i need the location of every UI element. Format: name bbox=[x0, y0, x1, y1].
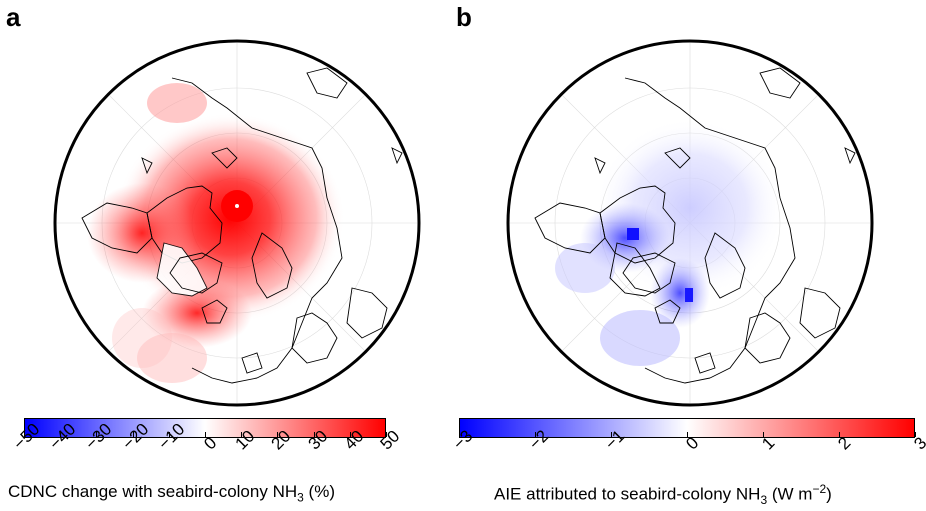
colorbar-tick-mark bbox=[313, 432, 315, 437]
colorbar-b-title-superscript: −2 bbox=[812, 482, 827, 496]
colorbar-b-title-subscript: 3 bbox=[760, 493, 768, 508]
panel-label-b: b bbox=[456, 2, 472, 32]
colorbar-tick-mark bbox=[839, 432, 840, 437]
colorbar-b bbox=[459, 418, 915, 438]
colorbar-a-title-text: CDNC change with seabird-colony NH bbox=[8, 482, 298, 501]
colorbar-b-title-close: ) bbox=[826, 484, 832, 504]
colorbar-tick-mark bbox=[763, 432, 764, 437]
colorbar-b-title-text: AIE attributed to seabird-colony NH bbox=[494, 484, 761, 504]
map-frame bbox=[506, 39, 874, 407]
colorbar-tick-mark bbox=[241, 432, 243, 437]
colorbar-tick-mark bbox=[535, 432, 536, 437]
polar-map-a bbox=[53, 39, 421, 407]
colorbar-a bbox=[24, 418, 386, 438]
colorbar-b-ticks: −3 −2 −1 0 1 2 3 bbox=[449, 426, 926, 478]
colorbar-b-title: AIE attributed to seabird-colony NH3 (W … bbox=[494, 482, 832, 507]
colorbar-tick-mark bbox=[277, 432, 279, 437]
colorbar-tick-mark bbox=[205, 432, 206, 437]
panel-label-a: a bbox=[6, 2, 21, 32]
colorbar-b-title-unit: (W m bbox=[767, 484, 813, 504]
colorbar-tick-mark bbox=[386, 432, 387, 437]
colorbar-a-title: CDNC change with seabird-colony NH3 (%) bbox=[8, 482, 335, 504]
colorbar-tick-mark bbox=[915, 432, 916, 437]
colorbar-tick-mark bbox=[459, 432, 460, 437]
colorbar-tick-mark bbox=[168, 432, 170, 437]
colorbar-tick-mark bbox=[24, 432, 25, 437]
colorbar-a-title-unit: (%) bbox=[303, 482, 335, 501]
colorbar-tick-mark bbox=[611, 432, 612, 437]
polar-map-b bbox=[506, 39, 874, 407]
map-frame bbox=[53, 39, 421, 407]
colorbar-tick-mark bbox=[132, 432, 134, 437]
colorbar-tick-mark bbox=[687, 432, 688, 437]
colorbar-tick-mark bbox=[96, 432, 98, 437]
coastlines bbox=[81, 67, 403, 384]
colorbar-tick-mark bbox=[349, 432, 351, 437]
colorbar-a-title-subscript: 3 bbox=[297, 490, 304, 505]
coastlines bbox=[534, 67, 856, 384]
colorbar-a-ticks: −50 −40 −30 −20 −10 0 10 20 30 40 50 bbox=[10, 420, 404, 478]
colorbar-tick-label: 3 bbox=[910, 433, 926, 454]
colorbar-tick-mark bbox=[60, 432, 62, 437]
